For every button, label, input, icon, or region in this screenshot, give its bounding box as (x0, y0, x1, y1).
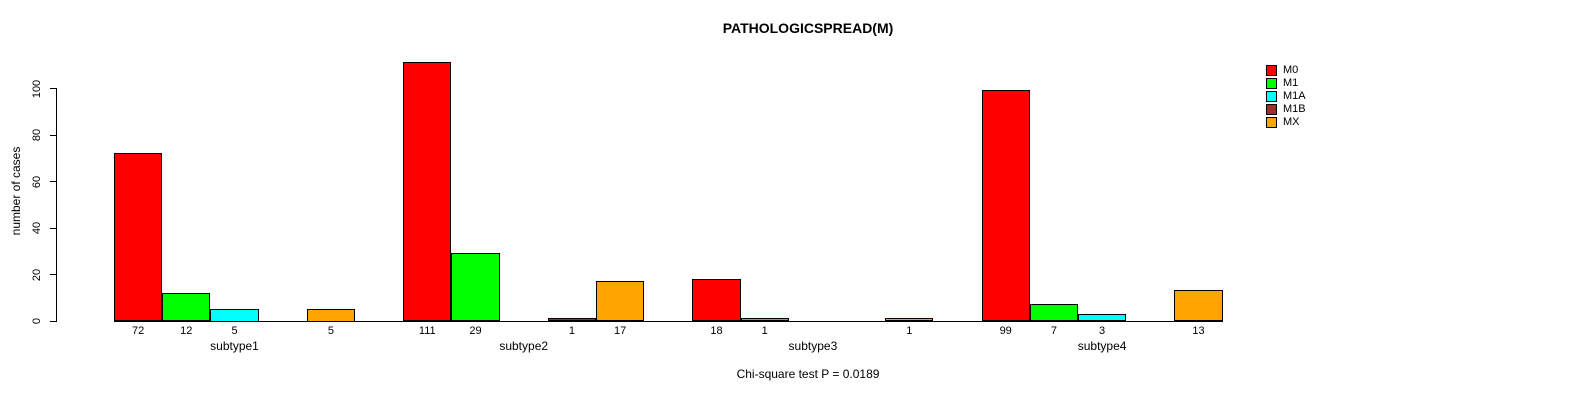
bar-value-label: 7 (1050, 325, 1057, 337)
bar-m1a-subtype4 (1078, 313, 1127, 322)
bar-value-label: 3 (1099, 325, 1106, 337)
legend-label-m0: M0 (1283, 64, 1299, 76)
legend-label-m1: M1 (1283, 77, 1299, 89)
y-axis-title: number of cases (9, 146, 23, 236)
y-axis-line (56, 88, 57, 322)
bar-value-label: 99 (999, 325, 1012, 337)
legend-swatch-m1a (1266, 91, 1277, 102)
bar-value-label: 29 (469, 325, 482, 337)
bar-value-label: 18 (710, 325, 723, 337)
legend-label-mx: MX (1283, 116, 1300, 128)
bar-m1b-subtype2 (547, 318, 596, 322)
x-category-label-subtype4: subtype4 (1077, 339, 1127, 353)
bar-mx-subtype3 (885, 318, 934, 322)
bar-value-label: 5 (327, 325, 334, 337)
legend-label-m1b: M1B (1283, 103, 1306, 115)
bar-m1-subtype4 (1029, 304, 1078, 322)
bar-m0-subtype4 (981, 90, 1030, 322)
chi-square-annotation: Chi-square test P = 0.0189 (736, 367, 880, 381)
y-axis-tick (50, 88, 57, 89)
legend-swatch-m1 (1266, 78, 1277, 89)
legend-swatch-m1b (1266, 104, 1277, 115)
y-axis-tick (50, 274, 57, 275)
bar-value-label: 12 (180, 325, 193, 337)
y-tick-label: 80 (31, 128, 43, 142)
x-category-label-subtype2: subtype2 (499, 339, 549, 353)
bar-mx-subtype1 (306, 308, 355, 322)
bar-m1-subtype3 (740, 318, 789, 322)
chart-title: PATHOLOGICSPREAD(M) (722, 20, 894, 36)
bar-value-label: 1 (568, 325, 575, 337)
bar-value-label: 13 (1192, 325, 1205, 337)
y-axis-tick (50, 134, 57, 136)
bar-value-label: 72 (131, 325, 145, 337)
bar-m0-subtype2 (403, 62, 452, 322)
bar-value-label: 1 (906, 325, 913, 337)
bar-m1a-subtype1 (210, 308, 259, 322)
y-axis-tick (50, 181, 57, 182)
y-tick-label: 0 (31, 317, 43, 325)
bar-m0-subtype3 (692, 278, 741, 322)
y-tick-label: 100 (31, 79, 43, 98)
bar-value-label: 1 (761, 325, 768, 337)
bar-m1-subtype1 (162, 292, 211, 322)
y-axis-tick (50, 320, 57, 322)
y-tick-label: 40 (31, 221, 43, 235)
y-axis-tick (50, 227, 57, 229)
bar-value-label: 111 (418, 325, 436, 337)
legend-swatch-mx (1266, 117, 1277, 128)
bar-mx-subtype4 (1174, 290, 1223, 322)
x-category-label-subtype1: subtype1 (210, 339, 259, 353)
bar-value-label: 17 (613, 325, 627, 337)
legend-swatch-m0 (1266, 65, 1277, 76)
legend-label-m1a: M1A (1283, 90, 1306, 102)
bar-m1-subtype2 (451, 253, 500, 322)
x-baseline (114, 320, 1223, 322)
y-tick-label: 60 (31, 175, 43, 188)
y-tick-label: 20 (31, 268, 43, 281)
x-category-label-subtype3: subtype3 (788, 339, 838, 353)
bar-m0-subtype1 (114, 153, 163, 322)
bar-value-label: 5 (231, 325, 238, 337)
bar-mx-subtype2 (596, 280, 645, 322)
